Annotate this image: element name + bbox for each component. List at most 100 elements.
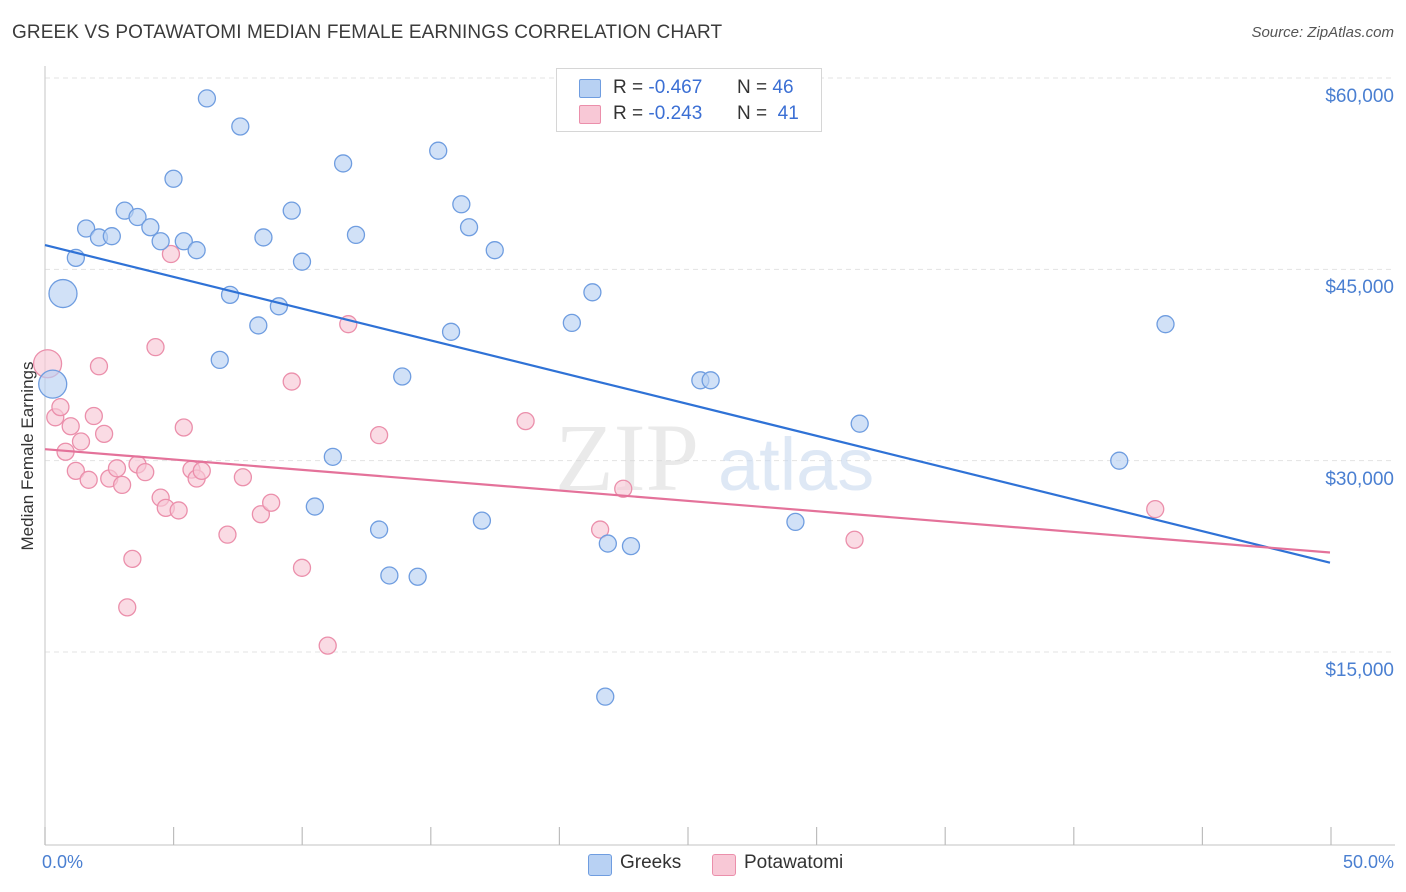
potawatomi-point-6[interactable] — [71, 432, 91, 451]
greeks-point-38[interactable] — [598, 534, 617, 553]
greeks-point-1[interactable] — [48, 278, 78, 309]
greeks-point-14[interactable] — [210, 350, 229, 370]
potawatomi-point-40[interactable] — [1146, 499, 1165, 519]
potawatomi-legend-label: Potawatomi — [744, 852, 844, 873]
potawatomi-swatch — [579, 105, 601, 124]
greeks-point-24[interactable] — [333, 154, 353, 173]
greeks-point-13[interactable] — [197, 89, 217, 108]
greeks-point-40[interactable] — [596, 687, 615, 706]
x-tick-min: 0.0% — [42, 852, 84, 872]
potawatomi-point-8[interactable] — [84, 406, 103, 426]
greeks-point-31[interactable] — [441, 322, 461, 341]
greeks-point-29[interactable] — [408, 567, 427, 586]
greeks-point-20[interactable] — [282, 201, 301, 220]
greeks-point-18[interactable] — [254, 228, 273, 247]
greeks-point-36[interactable] — [562, 313, 581, 333]
greeks-point-35[interactable] — [485, 241, 504, 260]
greeks-point-27[interactable] — [380, 566, 399, 585]
greeks-swatch — [579, 79, 601, 98]
greeks-point-44[interactable] — [850, 414, 869, 433]
potawatomi-n: N = 41 — [737, 103, 799, 124]
greeks-point-46[interactable] — [1156, 315, 1175, 334]
greeks-point-37[interactable] — [583, 283, 602, 302]
greeks-legend-label: Greeks — [620, 852, 682, 873]
greeks-point-39[interactable] — [621, 536, 641, 556]
potawatomi-point-37[interactable] — [590, 520, 610, 539]
greeks-trend-line — [44, 244, 1331, 564]
potawatomi-point-21[interactable] — [161, 244, 181, 264]
grid-layer — [45, 77, 1395, 653]
potawatomi-point-18[interactable] — [146, 337, 165, 357]
y-tick-label-1: $45,000 — [1325, 277, 1394, 299]
y-tick-label-3: $15,000 — [1325, 660, 1394, 681]
greeks-point-22[interactable] — [305, 497, 325, 516]
greeks-point-42[interactable] — [701, 371, 720, 390]
potawatomi-point-32[interactable] — [292, 558, 312, 577]
greeks-point-0[interactable] — [38, 369, 68, 399]
greeks-point-12[interactable] — [187, 241, 206, 260]
x-tick-max: 50.0% — [1342, 852, 1394, 872]
potawatomi-point-23[interactable] — [174, 418, 193, 437]
watermark-logo-atlas: atlas — [718, 423, 874, 506]
stats-legend: R = -0.467 N = 46 R = -0.243 N = 41 — [556, 68, 822, 132]
greeks-point-32[interactable] — [452, 195, 471, 214]
greeks-point-28[interactable] — [393, 367, 412, 386]
bottom-legend: Greeks Potawatomi — [0, 852, 1406, 878]
potawatomi-point-9[interactable] — [89, 357, 109, 376]
greeks-point-45[interactable] — [1110, 451, 1129, 470]
greeks-legend-swatch — [588, 854, 612, 876]
greeks-r: R = -0.467 — [613, 77, 703, 98]
potawatomi-point-12[interactable] — [107, 459, 127, 478]
potawatomi-trend-line — [44, 448, 1331, 554]
potawatomi-point-36[interactable] — [516, 411, 535, 431]
potawatomi-point-29[interactable] — [251, 505, 271, 524]
greeks-n: N = 46 — [737, 77, 794, 98]
potawatomi-point-26[interactable] — [192, 461, 211, 481]
potawatomi-point-22[interactable] — [169, 501, 188, 520]
potawatomi-point-14[interactable] — [118, 598, 137, 617]
greeks-point-11[interactable] — [174, 232, 193, 251]
greeks-point-34[interactable] — [472, 511, 492, 530]
potawatomi-point-2[interactable] — [51, 397, 70, 417]
greeks-point-21[interactable] — [292, 252, 312, 271]
potawatomi-point-39[interactable] — [845, 530, 864, 549]
chart-source: Source: ZipAtlas.com — [1251, 24, 1394, 41]
greeks-point-33[interactable] — [459, 218, 479, 237]
points-layer — [32, 89, 1175, 706]
potawatomi-r: R = -0.243 — [613, 103, 703, 124]
greeks-point-16[interactable] — [231, 117, 250, 136]
potawatomi-point-10[interactable] — [94, 424, 114, 444]
chart-title: GREEK VS POTAWATOMI MEDIAN FEMALE EARNIN… — [12, 22, 723, 43]
potawatomi-point-28[interactable] — [233, 468, 253, 487]
potawatomi-point-35[interactable] — [369, 426, 389, 445]
greeks-point-9[interactable] — [151, 232, 170, 251]
y-axis-label: Median Female Earnings — [18, 361, 37, 551]
greeks-point-7[interactable] — [128, 207, 147, 227]
greeks-point-30[interactable] — [429, 141, 448, 160]
greeks-point-5[interactable] — [102, 227, 121, 246]
greeks-point-8[interactable] — [141, 218, 160, 237]
potawatomi-point-38[interactable] — [614, 479, 633, 498]
potawatomi-point-27[interactable] — [218, 525, 237, 544]
potawatomi-legend-swatch — [712, 854, 736, 876]
y-tick-label-2: $30,000 — [1325, 468, 1394, 490]
potawatomi-point-33[interactable] — [318, 636, 337, 655]
potawatomi-point-5[interactable] — [66, 461, 85, 481]
greeks-point-23[interactable] — [323, 447, 342, 466]
potawatomi-point-30[interactable] — [262, 493, 281, 512]
potawatomi-point-15[interactable] — [123, 549, 142, 569]
axis-layer — [44, 66, 1395, 846]
y-tick-label-0: $60,000 — [1325, 86, 1394, 107]
greeks-point-10[interactable] — [164, 169, 183, 188]
potawatomi-point-31[interactable] — [282, 372, 301, 391]
greeks-point-25[interactable] — [346, 225, 366, 245]
potawatomi-point-13[interactable] — [112, 475, 132, 495]
potawatomi-point-4[interactable] — [61, 417, 80, 436]
potawatomi-point-17[interactable] — [136, 462, 155, 482]
greeks-point-3[interactable] — [76, 219, 96, 238]
greeks-point-43[interactable] — [786, 512, 805, 532]
potawatomi-point-7[interactable] — [79, 470, 98, 489]
greeks-point-17[interactable] — [249, 316, 268, 335]
greeks-point-26[interactable] — [369, 520, 389, 539]
